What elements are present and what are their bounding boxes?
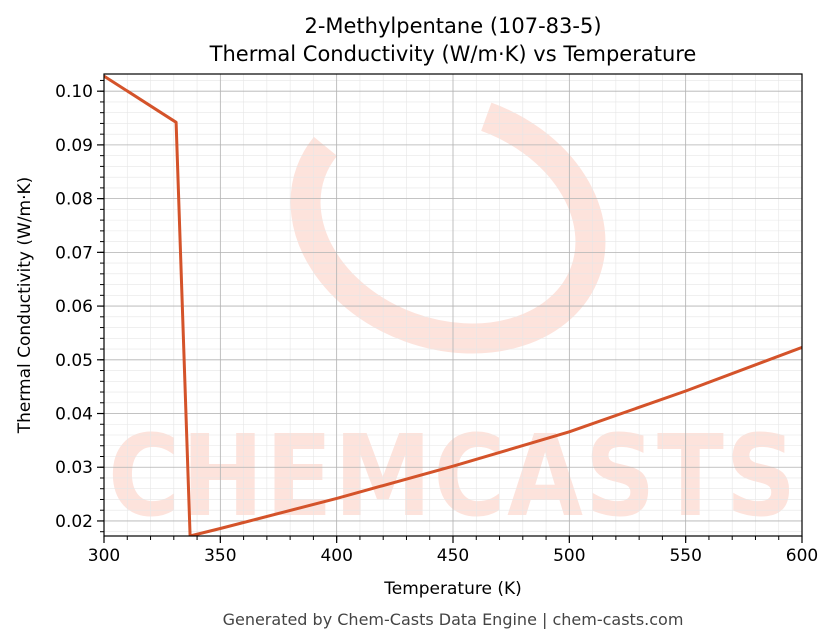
thermal-conductivity-line (104, 74, 802, 536)
data-series (104, 74, 802, 536)
x-tick-label: 600 (786, 546, 818, 566)
chart-subtitle: Thermal Conductivity (W/m·K) vs Temperat… (209, 42, 697, 66)
y-tick-label: 0.02 (55, 512, 93, 532)
x-axis-label: Temperature (K) (383, 579, 522, 599)
y-tick-label: 0.08 (55, 190, 93, 210)
y-tick-label: 0.07 (55, 243, 93, 263)
y-tick-label: 0.04 (55, 405, 93, 425)
chart-title: 2-Methylpentane (107-83-5) (304, 14, 601, 38)
watermark-text: CHEMCASTS (108, 412, 798, 542)
watermark-ring (290, 90, 606, 354)
watermark-logo: CHEMCASTS (108, 90, 798, 542)
x-tick-label: 300 (88, 546, 120, 566)
y-tick-label: 0.03 (55, 458, 93, 478)
x-tick-label: 350 (204, 546, 236, 566)
axis-ticks: 300 350 400 450 500 550 600 0.02 0.03 0.04 0.05 0.0… (55, 79, 818, 566)
y-tick-label: 0.06 (55, 297, 93, 317)
x-tick-label: 550 (669, 546, 701, 566)
y-tick-label: 0.05 (55, 351, 93, 371)
y-axis-label: Thermal Conductivity (W/m·K) (15, 177, 35, 435)
x-tick-label: 450 (437, 546, 469, 566)
y-tick-label: 0.09 (55, 136, 93, 156)
footer-credit: Generated by Chem-Casts Data Engine | ch… (223, 610, 684, 629)
x-tick-label: 400 (320, 546, 352, 566)
x-tick-label: 500 (553, 546, 585, 566)
y-tick-label: 0.10 (55, 82, 93, 102)
